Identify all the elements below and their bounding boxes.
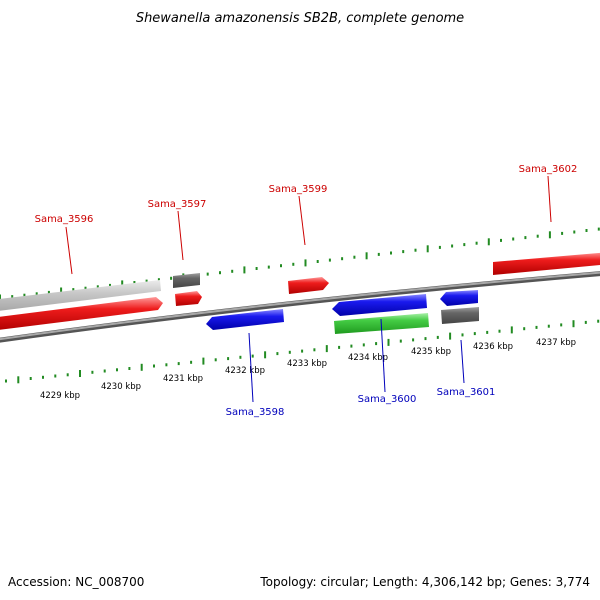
forward-strand-features — [0, 252, 600, 331]
gene-feature-sama-3600[interactable] — [332, 294, 427, 316]
genome-backbone — [0, 271, 600, 343]
tick-rows — [0, 227, 600, 384]
gene-label-sama-3598[interactable]: Sama_3598 — [226, 407, 285, 418]
gene-label-leaders — [65, 175, 552, 403]
gene-feature-dark-gray-2[interactable] — [441, 307, 479, 324]
gene-feature-sama-3597[interactable] — [175, 291, 202, 306]
scale-label-4237: 4237 kbp — [536, 338, 576, 348]
scale-label-4230: 4230 kbp — [101, 382, 141, 392]
gene-label-sama-3599[interactable]: Sama_3599 — [269, 184, 328, 195]
scale-label-4232: 4232 kbp — [225, 366, 265, 376]
gene-labels: Sama_3596 Sama_3597 Sama_3599 Sama_3602 … — [35, 164, 578, 418]
leader-sama-3601 — [460, 339, 465, 384]
gene-label-sama-3602[interactable]: Sama_3602 — [519, 164, 578, 175]
leader-sama-3600 — [380, 318, 386, 393]
scale-label-4229: 4229 kbp — [40, 391, 80, 401]
scale-label-4231: 4231 kbp — [163, 374, 203, 384]
leader-sama-3602 — [547, 175, 552, 223]
scale-label-4234: 4234 kbp — [348, 353, 388, 363]
gene-feature-light-gray[interactable] — [0, 280, 161, 312]
map-title: Shewanella amazonensis SB2B, complete ge… — [136, 11, 464, 26]
leader-sama-3598 — [248, 332, 254, 403]
gene-label-sama-3601[interactable]: Sama_3601 — [437, 387, 496, 398]
scale-labels: 4229 kbp 4230 kbp 4231 kbp 4232 kbp 4233… — [40, 338, 576, 401]
leader-sama-3599 — [298, 195, 306, 246]
gene-feature-sama-3596[interactable] — [0, 297, 163, 331]
scale-label-4235: 4235 kbp — [411, 347, 451, 357]
gene-label-sama-3597[interactable]: Sama_3597 — [148, 199, 207, 210]
leader-sama-3597 — [177, 210, 184, 261]
accession-text: Accession: NC_008700 — [8, 575, 144, 589]
scale-label-4236: 4236 kbp — [473, 342, 513, 352]
gene-label-sama-3600[interactable]: Sama_3600 — [358, 394, 417, 405]
genome-summary-text: Topology: circular; Length: 4,306,142 bp… — [259, 575, 590, 589]
gene-feature-sama-3598[interactable] — [206, 309, 284, 330]
gene-feature-dark-gray-1[interactable] — [173, 273, 200, 288]
scale-label-4233: 4233 kbp — [287, 359, 327, 369]
gene-label-sama-3596[interactable]: Sama_3596 — [35, 214, 94, 225]
gene-feature-sama-3601[interactable] — [440, 290, 478, 306]
gene-feature-sama-3599[interactable] — [288, 277, 329, 294]
gene-feature-sama-3602[interactable] — [493, 252, 600, 275]
leader-sama-3596 — [65, 226, 73, 275]
